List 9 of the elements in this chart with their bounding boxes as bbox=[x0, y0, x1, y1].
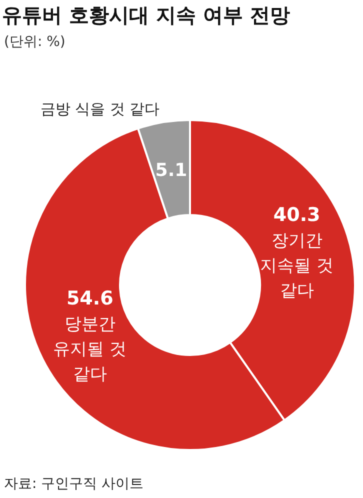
data-label: 5.1 bbox=[155, 160, 188, 182]
slice-label: 당분간 유지될 것 같다 bbox=[53, 314, 127, 385]
chart-subtitle: (단위: %) bbox=[4, 34, 66, 50]
data-label: 40.3 bbox=[273, 204, 320, 226]
slice-label: 장기간 지속될 것 같다 bbox=[260, 230, 334, 301]
data-label: 54.6 bbox=[66, 288, 114, 310]
chart-title: 유튜버 호황시대 지속 여부 전망 bbox=[2, 3, 290, 27]
slice-label: 금방 식을 것 같다 bbox=[40, 100, 160, 118]
text: 자료: 구인구직 사이트 bbox=[4, 476, 144, 492]
